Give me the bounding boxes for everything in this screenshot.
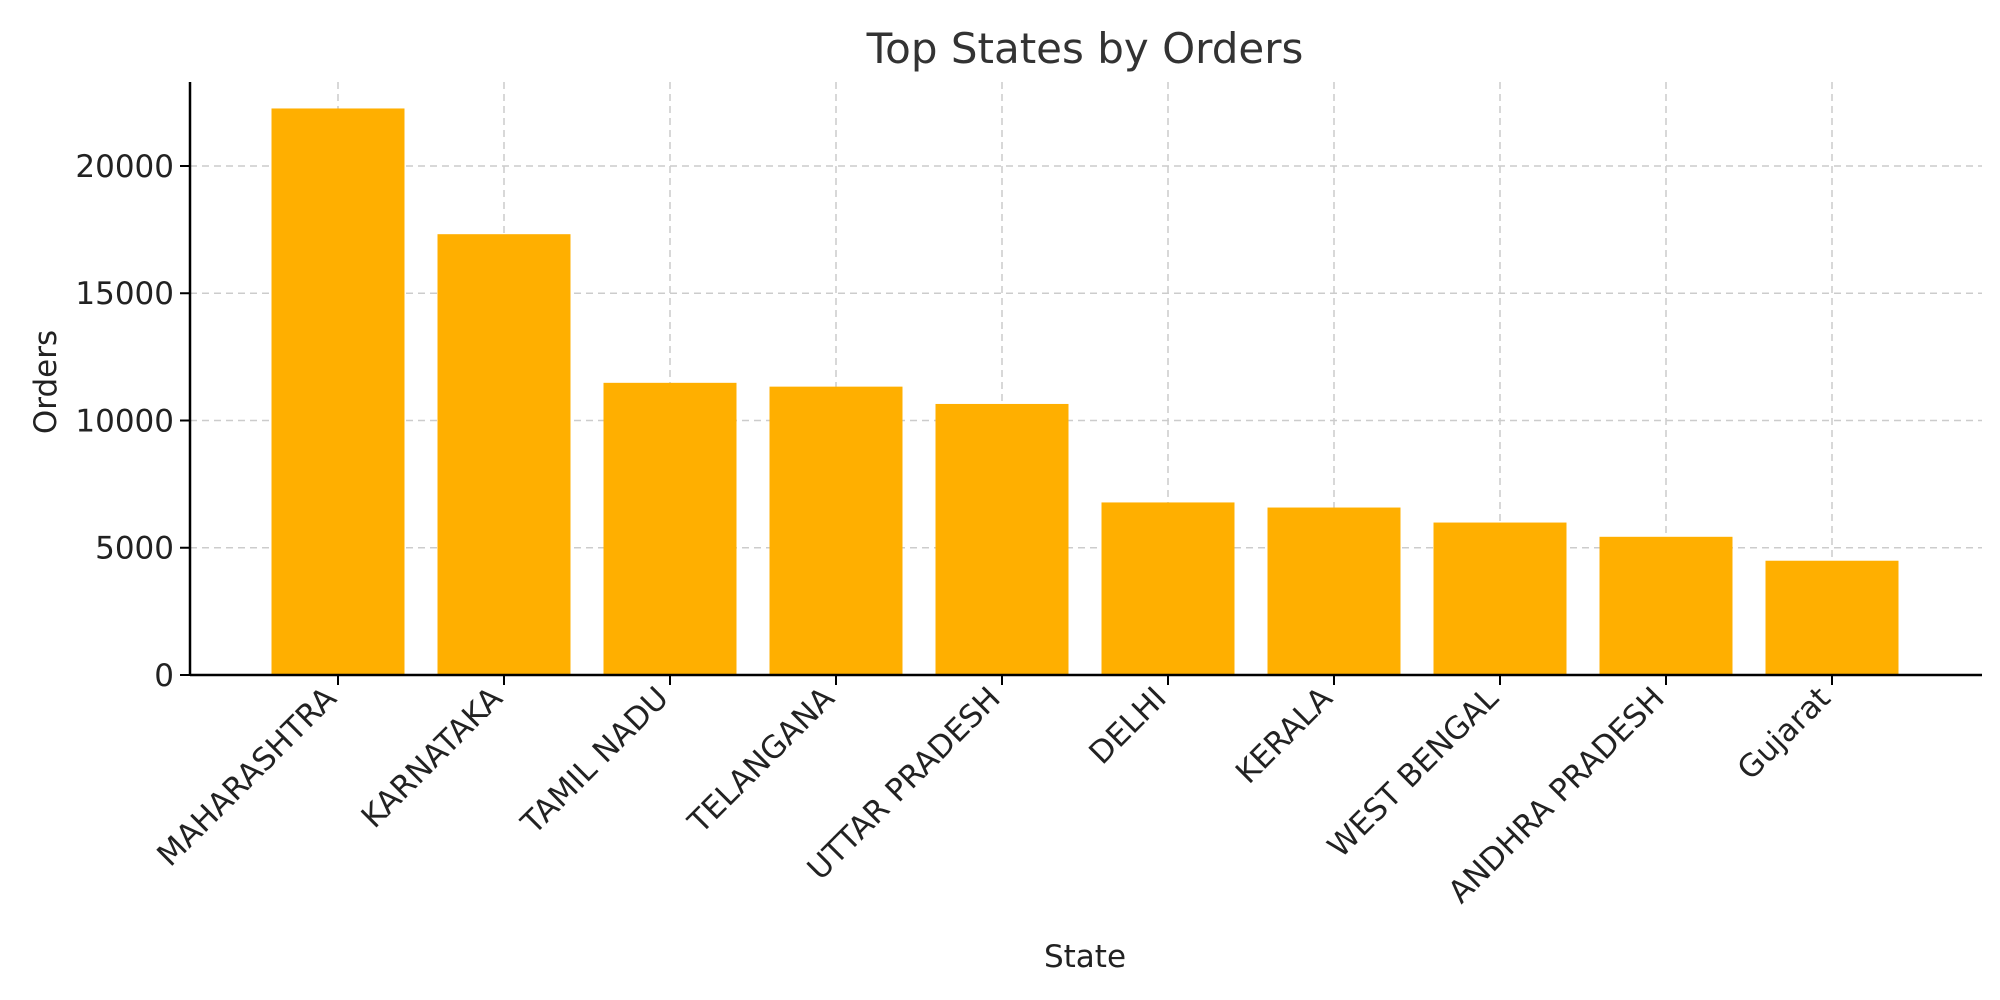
bar (1433, 522, 1567, 675)
y-tick-label: 10000 (75, 403, 174, 439)
bar (769, 386, 903, 675)
bar (437, 234, 571, 675)
x-tick-label: Gujarat (1731, 680, 1838, 787)
x-tick-label: MAHARASHTRA (150, 680, 343, 873)
bar (271, 108, 405, 675)
y-tick-label: 0 (154, 658, 174, 694)
bar (935, 403, 1069, 675)
y-axis-ticks: 0 5000 10000 15000 20000 (75, 149, 190, 694)
bar (1267, 507, 1401, 675)
x-axis-ticks: MAHARASHTRA KARNATAKA TAMIL NADU TELANGANAU… (150, 675, 1838, 910)
bar (1101, 502, 1235, 675)
x-tick-label: KARNATAKA (355, 680, 510, 835)
bar (1765, 560, 1899, 675)
y-tick-label: 20000 (75, 149, 174, 185)
chart-title: Top States by Orders (866, 24, 1304, 73)
y-axis-label: Orders (28, 330, 64, 434)
x-tick-label: TAMIL NADU (514, 680, 676, 842)
bar (603, 382, 737, 675)
x-tick-label: TELANGANA (681, 680, 842, 841)
bar-series (271, 108, 1899, 675)
x-tick-label: KERALA (1229, 680, 1340, 791)
x-axis-label: State (1044, 939, 1126, 975)
x-tick-label: WEST BENGAL (1321, 680, 1506, 865)
y-tick-label: 15000 (75, 276, 174, 312)
axes (188, 82, 1982, 677)
y-tick-label: 5000 (95, 531, 174, 567)
bar (1599, 536, 1733, 675)
x-tick-label: DELHI (1082, 680, 1173, 771)
